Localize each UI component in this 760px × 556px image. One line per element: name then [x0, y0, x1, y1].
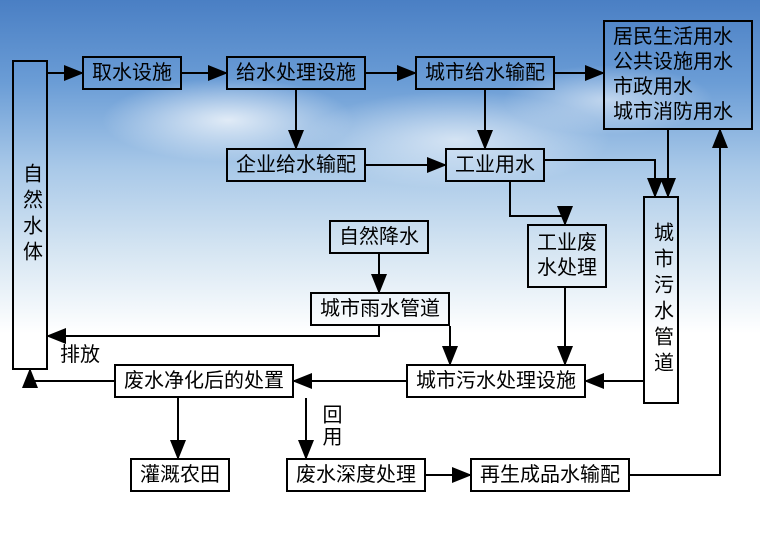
node-irrigation: 灌溉农田 — [130, 458, 230, 492]
node-deep-treat: 废水深度处理 — [286, 458, 426, 492]
node-storm-pipe: 城市雨水管道 — [310, 292, 450, 326]
node-post-treat: 废水净化后的处置 — [114, 364, 294, 398]
node-end-users: 居民生活用水 公共设施用水 市政用水 城市消防用水 — [603, 20, 753, 130]
node-wwtp: 城市污水处理设施 — [406, 364, 586, 398]
node-ind-waste-treat: 工业废 水处理 — [527, 224, 607, 288]
edge-label-reuse: 回用 — [316, 404, 345, 448]
node-reclaimed: 再生成品水输配 — [470, 458, 630, 492]
edge-posttreat-to-natural — [30, 370, 114, 381]
edge-industrial-to-indwaste — [510, 182, 565, 224]
edge-industrial-to-sewer — [545, 160, 655, 196]
node-intake: 取水设施 — [82, 56, 182, 90]
node-supply-dist: 城市给水输配 — [415, 56, 555, 90]
node-supply-treat: 给水处理设施 — [226, 56, 366, 90]
node-natural-water: 自然水体 — [12, 60, 48, 370]
edge-label-discharge: 排放 — [60, 338, 100, 367]
edge-stormpipe-to-natural — [48, 326, 379, 336]
node-sewer: 城市污水管道 — [643, 196, 679, 404]
node-precip: 自然降水 — [329, 220, 429, 254]
node-enterprise-supply: 企业给水输配 — [226, 148, 366, 182]
node-industrial-use: 工业用水 — [445, 148, 545, 182]
